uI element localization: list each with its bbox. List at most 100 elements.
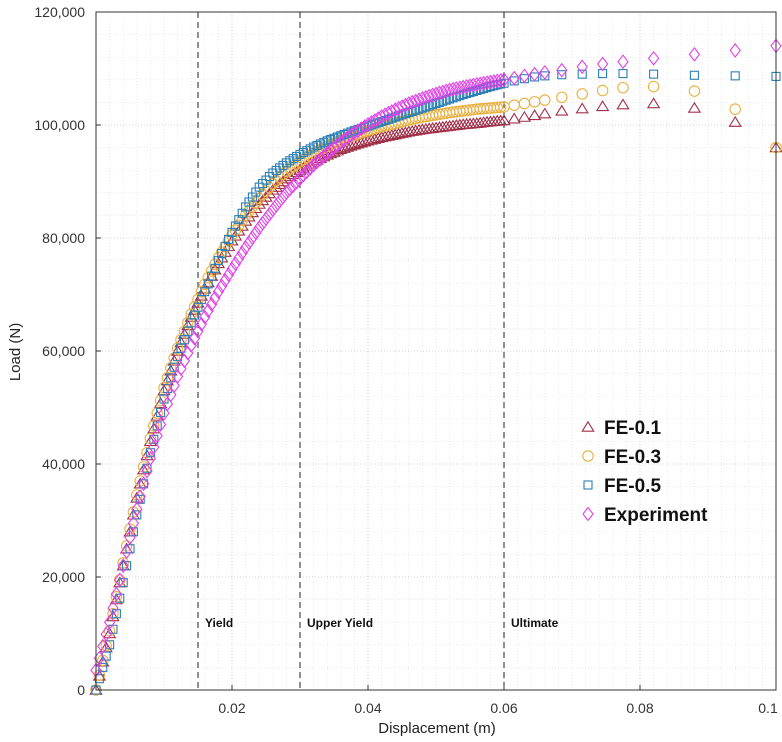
data-point-square — [451, 92, 461, 102]
data-point-diamond — [420, 89, 432, 105]
data-point-diamond — [454, 80, 466, 96]
legend: FE-0.1 FE-0.3 FE-0.5 Experiment — [581, 418, 708, 526]
data-point-triangle — [174, 336, 188, 348]
data-point-diamond — [386, 104, 398, 119]
data-point-circle — [556, 91, 568, 104]
data-point-diamond — [576, 59, 588, 75]
data-point-triangle — [259, 190, 273, 202]
data-point-triangle — [177, 327, 192, 339]
data-point-square — [275, 163, 285, 173]
data-point-diamond — [250, 225, 262, 241]
data-point-diamond — [450, 81, 463, 96]
data-point-diamond — [457, 79, 469, 95]
data-point-diamond — [148, 439, 160, 455]
data-point-square — [689, 70, 699, 80]
data-point-diamond — [416, 91, 429, 106]
data-point-diamond — [467, 77, 480, 93]
data-point-circle — [253, 192, 265, 205]
data-point-diamond — [301, 164, 313, 180]
data-point-circle — [494, 101, 507, 113]
data-point-square — [305, 144, 315, 154]
data-point-square — [122, 561, 132, 571]
data-point-diamond — [399, 97, 412, 113]
data-point-diamond — [212, 284, 225, 300]
data-point-square — [434, 97, 444, 107]
data-point-diamond — [100, 626, 112, 642]
data-point-triangle — [527, 109, 542, 121]
data-point-diamond — [185, 337, 197, 353]
data-point-diamond — [311, 154, 323, 170]
data-point-square — [220, 241, 230, 252]
data-point-diamond — [290, 174, 303, 190]
data-point-triangle — [164, 364, 178, 376]
data-point-diamond — [110, 586, 123, 602]
data-point-diamond — [396, 99, 408, 115]
reference-line-label: Ultimate — [511, 616, 559, 630]
data-point-triangle — [150, 409, 164, 421]
data-point-diamond — [188, 330, 201, 346]
data-point-square — [115, 593, 125, 603]
data-point-circle — [617, 81, 629, 94]
data-point-circle — [729, 103, 741, 115]
x-tick-label: 0.08 — [626, 700, 653, 716]
data-point-diamond — [117, 558, 129, 574]
legend-label: FE-0.5 — [604, 476, 661, 497]
data-point-square — [583, 480, 593, 490]
data-point-diamond — [647, 50, 660, 66]
data-point-square — [247, 192, 257, 202]
data-point-circle — [161, 372, 174, 384]
data-point-square — [94, 674, 104, 684]
data-point-diamond — [430, 86, 442, 102]
data-point-triangle — [555, 104, 569, 116]
data-point-diamond — [460, 79, 473, 94]
data-point-triangle — [538, 107, 552, 119]
reference-line-label: Yield — [205, 616, 233, 630]
data-point-diamond — [192, 323, 204, 339]
data-point-diamond — [256, 215, 269, 231]
data-point-circle — [148, 420, 160, 432]
data-point-circle — [205, 265, 218, 277]
data-point-triangle — [581, 420, 595, 432]
data-point-circle — [124, 523, 136, 535]
legend-item: FE-0.1 — [581, 418, 661, 439]
data-point-diamond — [226, 261, 238, 277]
data-point-circle — [219, 240, 231, 253]
legend-item: Experiment — [582, 505, 708, 526]
y-tick-label: 120,000 — [34, 4, 85, 20]
data-point-diamond — [209, 290, 221, 306]
data-point-triangle — [184, 310, 198, 322]
data-point-diamond — [324, 143, 337, 158]
data-point-diamond — [582, 506, 594, 522]
data-point-circle — [192, 293, 204, 306]
data-point-diamond — [471, 76, 483, 92]
data-point-square — [414, 104, 424, 114]
data-point-diamond — [270, 198, 282, 213]
data-point-triangle — [687, 101, 702, 113]
data-point-triangle — [181, 319, 195, 331]
data-point-diamond — [498, 72, 510, 88]
data-point-circle — [647, 80, 660, 93]
data-point-diamond — [423, 88, 435, 104]
data-point-diamond — [518, 68, 531, 84]
data-point-diamond — [389, 102, 401, 118]
data-point-triangle — [272, 178, 287, 190]
data-point-square — [156, 407, 166, 417]
series-experiment — [90, 38, 782, 678]
data-point-diamond — [488, 74, 500, 89]
data-point-circle — [304, 149, 316, 162]
data-point-square — [244, 197, 254, 207]
data-point-triangle — [266, 183, 280, 195]
data-point-diamond — [124, 530, 136, 545]
data-point-square — [149, 434, 159, 444]
data-point-square — [217, 248, 227, 259]
data-point-triangle — [269, 180, 283, 192]
data-point-diamond — [477, 75, 490, 91]
data-point-diamond — [97, 638, 109, 654]
data-point-diamond — [392, 100, 405, 116]
data-point-diamond — [528, 66, 541, 82]
x-tick-label: 0.02 — [218, 700, 245, 716]
data-point-triangle — [646, 97, 661, 109]
data-point-circle — [141, 446, 153, 459]
data-point-diamond — [508, 70, 520, 86]
legend-label: Experiment — [604, 505, 708, 526]
